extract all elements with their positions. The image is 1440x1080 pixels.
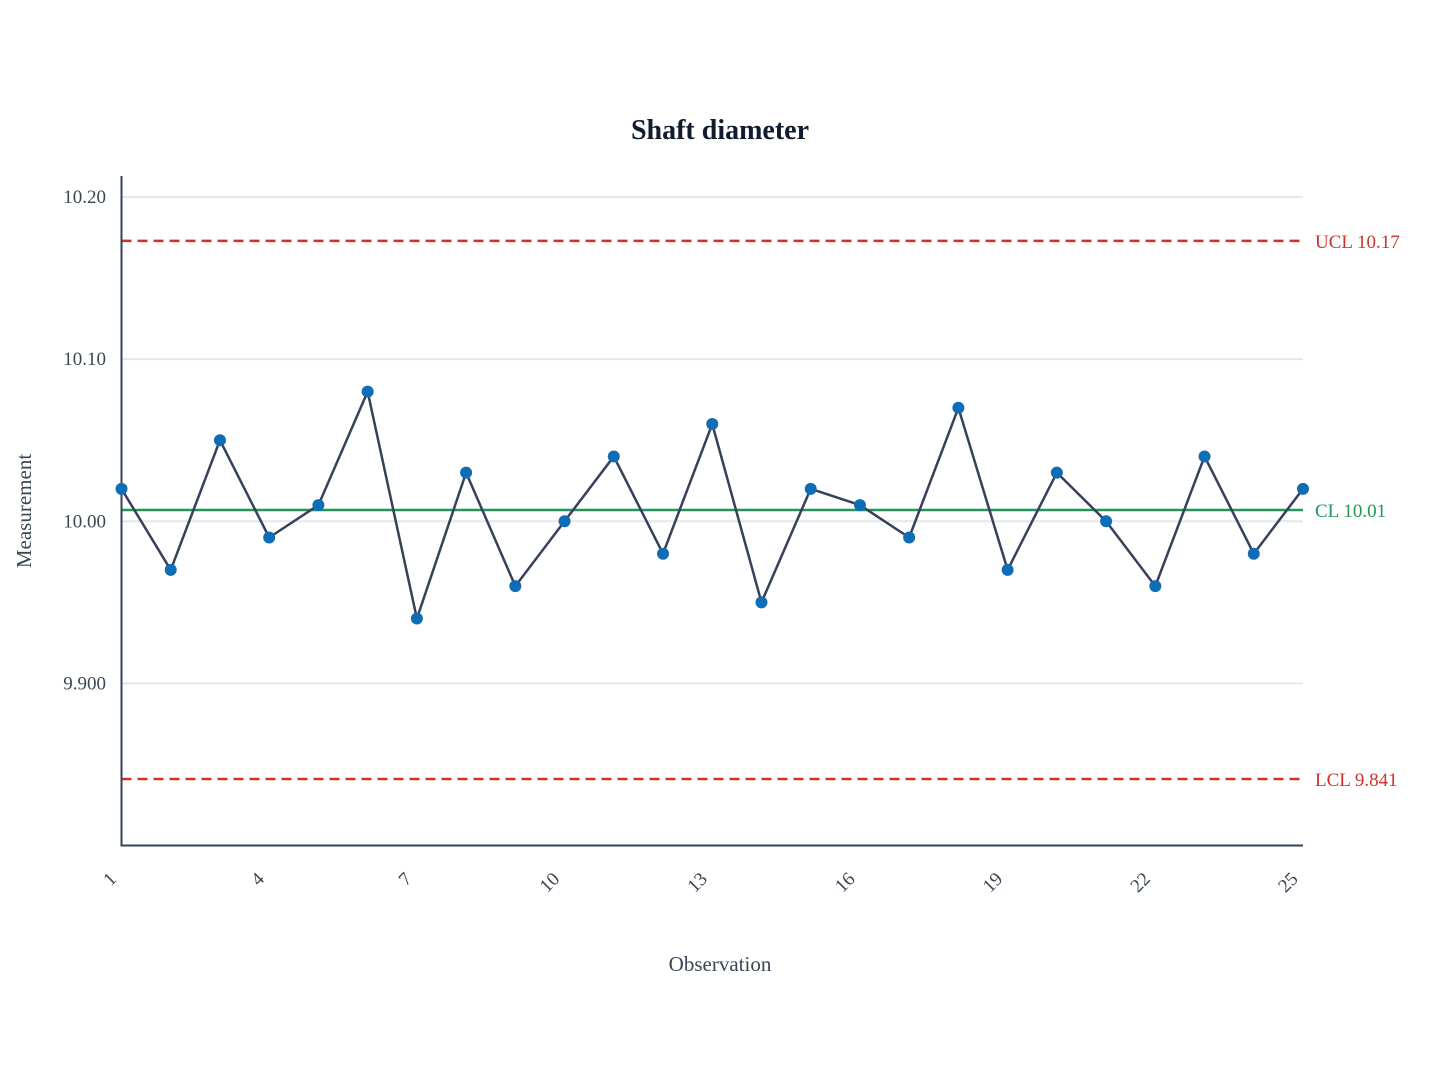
data-point <box>115 482 128 495</box>
y-axis-label: Measurement <box>12 454 36 568</box>
grid-lines <box>121 196 1303 685</box>
x-tick-label: 1 <box>99 869 121 891</box>
x-axis-label: Observation <box>669 952 772 976</box>
ucl-label: UCL 10.17 <box>1315 232 1400 253</box>
data-point <box>1247 547 1260 560</box>
data-point <box>213 434 226 447</box>
data-point <box>1001 563 1014 576</box>
data-point <box>509 580 522 593</box>
y-tick-label: 10.00 <box>63 511 106 532</box>
data-point <box>706 418 719 431</box>
x-tick-label: 22 <box>1127 869 1155 897</box>
data-point <box>263 531 276 544</box>
x-tick-label: 13 <box>684 869 712 897</box>
data-point <box>657 547 670 560</box>
y-tick-label: 9.900 <box>63 673 106 694</box>
data-point <box>460 466 473 479</box>
data-point <box>755 596 768 609</box>
data-point <box>1297 482 1309 495</box>
data-point <box>361 385 374 398</box>
data-point <box>853 499 866 512</box>
chart-title: Shaft diameter <box>631 115 809 146</box>
data-point <box>903 531 916 544</box>
data-point <box>312 499 325 512</box>
data-point <box>1050 466 1063 479</box>
data-point <box>952 401 965 414</box>
data-series <box>115 385 1309 625</box>
data-point <box>1198 450 1211 463</box>
data-point <box>164 563 177 576</box>
y-tick-label: 10.20 <box>63 187 106 208</box>
data-point <box>804 482 817 495</box>
control-limits: UCL 10.17 CL 10.01 LCL 9.841 <box>121 232 1400 791</box>
y-tick-labels: 9.900 10.00 10.10 10.20 <box>63 187 106 694</box>
data-point <box>410 612 423 625</box>
y-tick-label: 10.10 <box>63 349 106 370</box>
x-tick-labels: 1 4 7 10 13 16 19 22 25 <box>99 868 1302 897</box>
data-point <box>1100 515 1113 528</box>
x-tick-label: 7 <box>395 869 417 891</box>
axes <box>120 176 1303 847</box>
data-point <box>607 450 620 463</box>
x-tick-label: 16 <box>831 869 859 897</box>
lcl-label: LCL 9.841 <box>1315 770 1398 791</box>
cl-label: CL 10.01 <box>1315 501 1386 522</box>
x-tick-label: 10 <box>536 869 564 897</box>
data-point <box>558 515 571 528</box>
x-tick-label: 25 <box>1274 869 1302 897</box>
x-tick-label: 19 <box>979 869 1007 897</box>
x-tick-label: 4 <box>247 868 269 890</box>
data-point <box>1149 580 1162 593</box>
